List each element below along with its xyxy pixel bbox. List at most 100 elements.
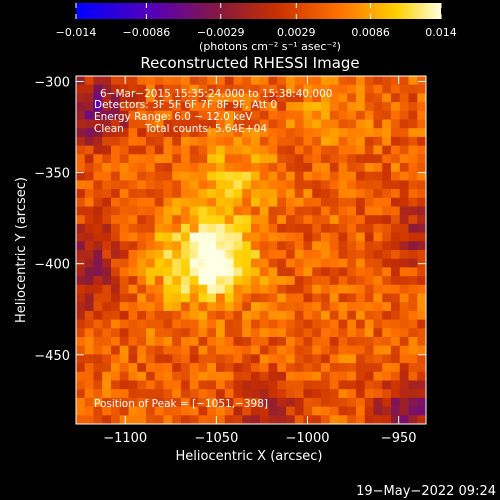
heatmap-cell bbox=[93, 371, 103, 381]
heatmap-cell bbox=[172, 232, 182, 242]
heatmap-cell bbox=[146, 84, 156, 94]
heatmap-cell bbox=[347, 171, 357, 181]
colorbar-tick-labels: −0.014 −0.0086 −0.0029 0.0029 0.0086 0.014 bbox=[56, 26, 457, 39]
heatmap-cell bbox=[417, 93, 426, 103]
heatmap-cell bbox=[312, 310, 322, 320]
heatmap-cell bbox=[286, 136, 296, 146]
heatmap-cell bbox=[286, 180, 296, 190]
heatmap-cell bbox=[172, 380, 182, 390]
heatmap-cell bbox=[216, 102, 226, 112]
heatmap-cell bbox=[128, 102, 138, 112]
heatmap-cell bbox=[84, 93, 94, 103]
heatmap-cell bbox=[312, 337, 322, 347]
heatmap-cell bbox=[373, 302, 383, 312]
heatmap-cell bbox=[321, 319, 331, 329]
heatmap-cell bbox=[373, 415, 383, 424]
heatmap-cell bbox=[294, 354, 304, 364]
heatmap-cell bbox=[93, 250, 103, 260]
heatmap-cell bbox=[277, 232, 287, 242]
heatmap-cell bbox=[84, 328, 94, 338]
heatmap-cell bbox=[224, 180, 234, 190]
heatmap-cell bbox=[268, 415, 278, 424]
heatmap-cell bbox=[356, 223, 366, 233]
heatmap-cell bbox=[382, 145, 392, 155]
heatmap-cell bbox=[312, 415, 322, 424]
heatmap-cell bbox=[154, 302, 164, 312]
heatmap-cell bbox=[146, 319, 156, 329]
heatmap-cell bbox=[338, 371, 348, 381]
heatmap-cell bbox=[277, 119, 287, 129]
heatmap-cell bbox=[321, 128, 331, 138]
heatmap-cell bbox=[364, 397, 374, 407]
heatmap-cell bbox=[251, 189, 261, 199]
heatmap-cell bbox=[303, 102, 313, 112]
heatmap-cell bbox=[224, 302, 234, 312]
heatmap-cell bbox=[268, 119, 278, 129]
heatmap-cell bbox=[93, 302, 103, 312]
heatmap-cell bbox=[137, 102, 147, 112]
heatmap-cell bbox=[111, 206, 121, 216]
heatmap-cell bbox=[347, 145, 357, 155]
heatmap-cell bbox=[373, 154, 383, 164]
heatmap-cell bbox=[312, 145, 322, 155]
heatmap-cell bbox=[312, 389, 322, 399]
heatmap-cell bbox=[259, 163, 269, 173]
heatmap-cell bbox=[216, 128, 226, 138]
heatmap-cell bbox=[233, 180, 243, 190]
heatmap-cell bbox=[111, 328, 121, 338]
heatmap-cell bbox=[198, 354, 208, 364]
heatmap-cell bbox=[347, 310, 357, 320]
heatmap-cell bbox=[364, 215, 374, 225]
heatmap-cell bbox=[356, 110, 366, 120]
heatmap-cell bbox=[417, 328, 426, 338]
heatmap-cell bbox=[189, 302, 199, 312]
heatmap-cell bbox=[224, 267, 234, 277]
heatmap-cell bbox=[198, 223, 208, 233]
heatmap-cell bbox=[286, 293, 296, 303]
heatmap-cell bbox=[356, 397, 366, 407]
heatmap-cell bbox=[137, 232, 147, 242]
heatmap-cell bbox=[399, 232, 409, 242]
heatmap-cell bbox=[303, 354, 313, 364]
heatmap-cell bbox=[347, 415, 357, 424]
heatmap-cell bbox=[277, 154, 287, 164]
heatmap-cell bbox=[294, 397, 304, 407]
heatmap-cell bbox=[207, 110, 217, 120]
heatmap-cell bbox=[163, 267, 173, 277]
heatmap-cell bbox=[373, 145, 383, 155]
heatmap-cell bbox=[224, 250, 234, 260]
heatmap-cell bbox=[137, 206, 147, 216]
heatmap-cell bbox=[408, 250, 418, 260]
heatmap-cell bbox=[163, 206, 173, 216]
heatmap-cell bbox=[347, 206, 357, 216]
heatmap-cell bbox=[163, 154, 173, 164]
heatmap-cell bbox=[198, 163, 208, 173]
heatmap-cell bbox=[251, 171, 261, 181]
heatmap-cell bbox=[76, 171, 86, 181]
heatmap-cell bbox=[329, 258, 339, 268]
heatmap-cell bbox=[76, 310, 86, 320]
heatmap-cell bbox=[251, 293, 261, 303]
heatmap-cell bbox=[137, 345, 147, 355]
heatmap-cell bbox=[399, 276, 409, 286]
heatmap-cell bbox=[321, 284, 331, 294]
heatmap-cell bbox=[294, 93, 304, 103]
heatmap-cell bbox=[364, 223, 374, 233]
heatmap-cell bbox=[242, 241, 252, 251]
heatmap-cell bbox=[84, 171, 94, 181]
heatmap-cell bbox=[259, 328, 269, 338]
heatmap-cell bbox=[364, 406, 374, 416]
heatmap-cell bbox=[391, 345, 401, 355]
heatmap-cell bbox=[198, 389, 208, 399]
heatmap-cell bbox=[268, 84, 278, 94]
heatmap-cell bbox=[347, 406, 357, 416]
heatmap-cell bbox=[268, 276, 278, 286]
heatmap-cell bbox=[216, 389, 226, 399]
heatmap-cell bbox=[137, 250, 147, 260]
heatmap-cell bbox=[128, 76, 138, 86]
heatmap-cell bbox=[382, 337, 392, 347]
heatmap-cell bbox=[163, 389, 173, 399]
heatmap-cell bbox=[356, 310, 366, 320]
heatmap-cell bbox=[181, 128, 191, 138]
heatmap-cell bbox=[154, 189, 164, 199]
